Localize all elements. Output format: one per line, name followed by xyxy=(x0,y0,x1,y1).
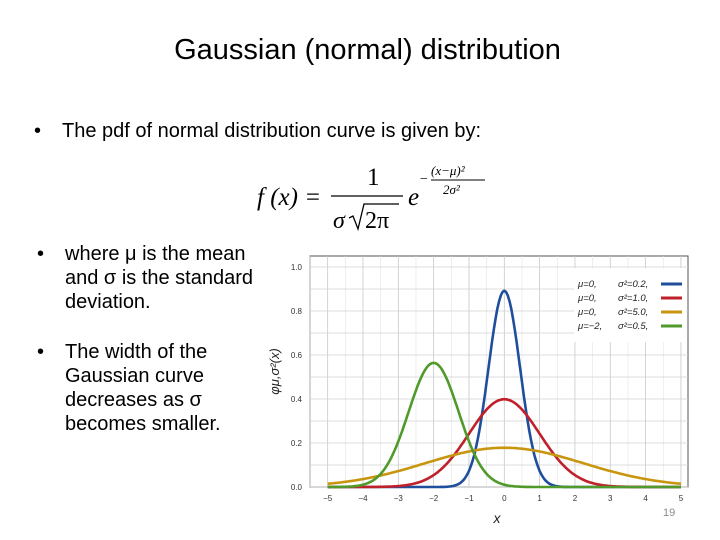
y-tick-label: 0.4 xyxy=(291,395,303,404)
legend-label-mu: μ=0, xyxy=(577,293,597,304)
formula-exp-denominator: 2σ² xyxy=(443,182,461,197)
y-tick-label: 0.0 xyxy=(291,483,303,492)
formula-lhs: f (x) = xyxy=(257,184,321,211)
pdf-formula: f (x) = 1 σ 2π e − (x−μ)² 2σ² xyxy=(253,152,493,236)
formula-denominator-rest: 2π xyxy=(365,208,389,234)
legend-label-var: σ²=5.0, xyxy=(618,307,648,318)
x-axis-label: x xyxy=(493,510,502,526)
y-tick-label: 0.6 xyxy=(291,351,303,360)
legend-label-var: σ²=0.5, xyxy=(618,321,648,332)
bullet-marker: • xyxy=(34,120,42,142)
legend-label-mu: μ=0, xyxy=(577,307,597,318)
y-tick-label: 0.2 xyxy=(291,439,303,448)
y-axis-label: φμ,σ²(x) xyxy=(267,348,282,395)
x-tick-label: 2 xyxy=(573,494,578,503)
bullet-marker: • xyxy=(37,243,45,265)
formula-exp-numerator: (x−μ)² xyxy=(431,163,466,178)
page-number: 19 xyxy=(663,507,676,519)
x-tick-label: −5 xyxy=(323,494,333,503)
legend-label-mu: μ=0, xyxy=(577,279,597,290)
x-tick-label: −4 xyxy=(358,494,368,503)
series-line xyxy=(327,446,682,486)
bullet-mu-sigma: • where μ is the mean and σ is the stand… xyxy=(37,242,265,314)
formula-base-e: e xyxy=(408,184,419,211)
legend-label-var: σ²=0.2, xyxy=(618,279,648,290)
legend-box xyxy=(574,268,686,342)
y-tick-label: 0.8 xyxy=(291,307,303,316)
bullet-text: The width of the Gaussian curve decrease… xyxy=(65,341,221,435)
x-tick-label: 4 xyxy=(643,494,648,503)
y-tick-label: 1.0 xyxy=(291,263,303,272)
x-tick-label: 1 xyxy=(537,494,542,503)
slide-title: Gaussian (normal) distribution xyxy=(174,34,561,66)
formula-exp-minus: − xyxy=(420,172,428,187)
x-tick-label: 5 xyxy=(679,494,684,503)
bullet-marker: • xyxy=(37,341,45,363)
legend-label-var: σ²=1.0, xyxy=(618,293,648,304)
legend-label-mu: μ=−2, xyxy=(577,321,602,332)
x-tick-label: −3 xyxy=(394,494,404,503)
normal-distribution-chart: −5 −4 −3 −2 −1 0 1 2 3 4 5 0.0 0.2 0.4 0.6 0.8 1.0 x φμ,σ²… xyxy=(262,246,698,531)
bullet-curve-width: • The width of the Gaussian curve decrea… xyxy=(37,340,265,436)
bullet-text: The pdf of normal distribution curve is … xyxy=(62,120,482,142)
formula-denominator-sigma: σ xyxy=(333,208,346,234)
formula-numerator: 1 xyxy=(367,164,380,191)
sqrt-sign xyxy=(348,203,399,232)
x-tick-label: 3 xyxy=(608,494,613,503)
x-tick-label: 0 xyxy=(502,494,507,503)
bullet-text: where μ is the mean and σ is the standar… xyxy=(65,243,254,313)
x-tick-label: −1 xyxy=(464,494,474,503)
x-tick-label: −2 xyxy=(429,494,439,503)
series-line xyxy=(327,361,681,489)
chart-svg: −5 −4 −3 −2 −1 0 1 2 3 4 5 0.0 0.2 0.4 0.6 0.8 1.0 x φμ,σ²… xyxy=(267,255,689,526)
bullet-pdf-intro: • The pdf of normal distribution curve i… xyxy=(34,119,662,143)
